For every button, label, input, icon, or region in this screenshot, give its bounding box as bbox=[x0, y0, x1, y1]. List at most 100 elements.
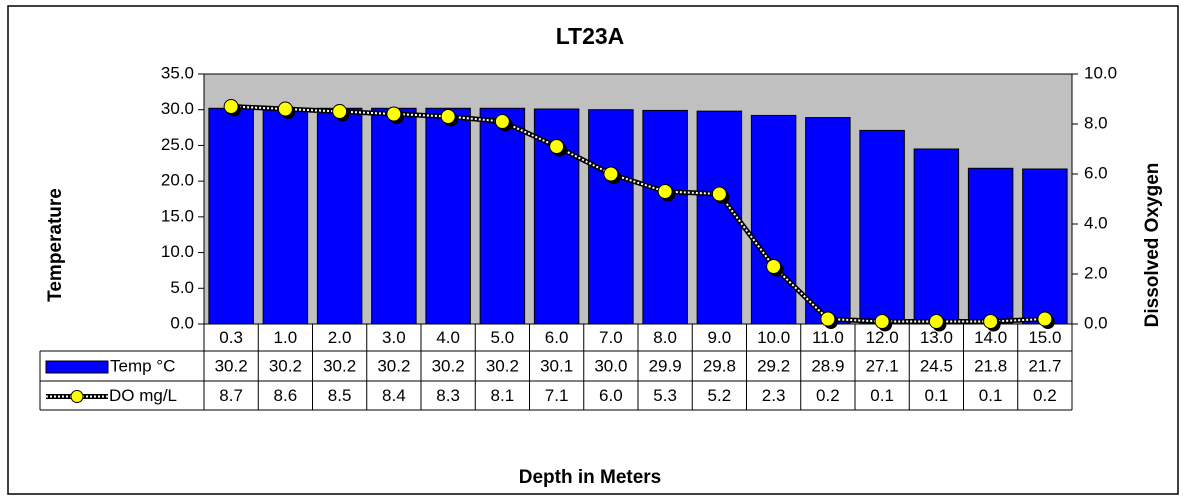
marker bbox=[874, 314, 890, 329]
bar bbox=[967, 167, 1014, 325]
y-tick-label: 25.0 bbox=[161, 135, 194, 154]
table-value: 0.1 bbox=[925, 386, 949, 405]
table-value: 8.7 bbox=[219, 386, 243, 405]
marker bbox=[494, 114, 510, 129]
legend-key bbox=[45, 360, 109, 374]
y2-tick-label: 10.0 bbox=[1084, 63, 1117, 82]
y-axis-label: Temperature bbox=[45, 188, 66, 302]
table-value: 5.2 bbox=[708, 386, 732, 405]
y2-tick-label: 6.0 bbox=[1084, 163, 1108, 182]
legend-label: DO mg/L bbox=[109, 386, 177, 405]
x-tick-label: 6.0 bbox=[545, 328, 569, 347]
y2-axis-label: Dissolved Oxygen bbox=[1142, 163, 1163, 328]
table-value: 21.8 bbox=[974, 356, 1007, 375]
y2-tick-label: 8.0 bbox=[1084, 113, 1108, 132]
table-value: 30.2 bbox=[323, 356, 356, 375]
y2-tick-label: 4.0 bbox=[1084, 213, 1108, 232]
marker bbox=[928, 314, 944, 329]
marker bbox=[711, 186, 727, 202]
x-tick-label: 13.0 bbox=[920, 328, 953, 347]
table-value: 28.9 bbox=[811, 356, 844, 375]
marker bbox=[766, 259, 782, 274]
table-value: 30.2 bbox=[269, 356, 302, 375]
table-value: 30.2 bbox=[215, 356, 248, 375]
y-tick-label: 0.0 bbox=[170, 313, 194, 332]
marker bbox=[603, 166, 619, 182]
x-tick-label: 15.0 bbox=[1028, 328, 1061, 347]
table-value: 30.0 bbox=[594, 356, 627, 375]
y2-tick-label: 2.0 bbox=[1084, 263, 1108, 282]
table-value: 29.9 bbox=[649, 356, 682, 375]
table-value: 0.2 bbox=[1033, 386, 1057, 405]
table-value: 0.1 bbox=[870, 386, 894, 405]
x-tick-label: 12.0 bbox=[866, 328, 899, 347]
y-tick-label: 20.0 bbox=[161, 171, 194, 190]
x-tick-label: 4.0 bbox=[436, 328, 460, 347]
marker bbox=[549, 139, 565, 154]
x-axis-label: Depth in Meters bbox=[519, 467, 662, 488]
marker bbox=[440, 109, 456, 124]
table-value: 27.1 bbox=[866, 356, 899, 375]
bar bbox=[805, 117, 851, 325]
y-tick-label: 35.0 bbox=[161, 63, 194, 82]
bar bbox=[208, 107, 254, 325]
table-value: 24.5 bbox=[920, 356, 953, 375]
table-value: 8.1 bbox=[491, 386, 515, 405]
bar bbox=[750, 114, 797, 325]
marker bbox=[386, 106, 402, 122]
x-tick-label: 0.3 bbox=[219, 328, 243, 347]
marker bbox=[277, 101, 293, 117]
marker bbox=[1037, 311, 1053, 327]
x-tick-label: 9.0 bbox=[708, 328, 732, 347]
y2-tick-label: 0.0 bbox=[1084, 313, 1108, 332]
x-tick-label: 14.0 bbox=[974, 328, 1007, 347]
bar bbox=[588, 109, 634, 325]
x-tick-label: 1.0 bbox=[274, 328, 298, 347]
table-value: 0.2 bbox=[816, 386, 840, 405]
table-value: 6.0 bbox=[599, 386, 623, 405]
table-value: 8.4 bbox=[382, 386, 406, 405]
table-value: 8.5 bbox=[328, 386, 352, 405]
x-tick-label: 7.0 bbox=[599, 328, 623, 347]
marker bbox=[223, 99, 239, 114]
table-value: 21.7 bbox=[1028, 356, 1061, 375]
marker bbox=[657, 184, 673, 199]
table-value: 2.3 bbox=[762, 386, 786, 405]
table-value: 30.2 bbox=[432, 356, 465, 375]
table-value: 7.1 bbox=[545, 386, 569, 405]
table-value: 8.6 bbox=[274, 386, 298, 405]
table-value: 8.3 bbox=[436, 386, 460, 405]
x-tick-label: 5.0 bbox=[491, 328, 515, 347]
x-tick-label: 10.0 bbox=[757, 328, 790, 347]
table-value: 30.2 bbox=[377, 356, 410, 375]
bar bbox=[913, 148, 960, 325]
y-tick-label: 15.0 bbox=[161, 206, 194, 225]
y-tick-label: 30.0 bbox=[161, 99, 194, 118]
chart-title: LT23A bbox=[556, 23, 625, 49]
legend-label: Temp °C bbox=[110, 356, 175, 375]
bar bbox=[479, 107, 526, 325]
table-value: 5.3 bbox=[653, 386, 677, 405]
bar bbox=[642, 109, 688, 325]
bar bbox=[262, 107, 309, 325]
x-tick-label: 3.0 bbox=[382, 328, 406, 347]
x-tick-label: 8.0 bbox=[653, 328, 677, 347]
table-value: 0.1 bbox=[979, 386, 1003, 405]
table-value: 29.2 bbox=[757, 356, 790, 375]
bar bbox=[1022, 168, 1068, 325]
legend-marker bbox=[70, 390, 84, 403]
x-tick-label: 2.0 bbox=[328, 328, 352, 347]
table-value: 30.2 bbox=[486, 356, 519, 375]
y-tick-label: 5.0 bbox=[170, 278, 194, 297]
marker bbox=[332, 104, 348, 119]
bar bbox=[425, 107, 471, 325]
table-value: 30.1 bbox=[540, 356, 573, 375]
bar bbox=[859, 129, 905, 325]
marker bbox=[983, 314, 999, 329]
bar bbox=[371, 107, 417, 325]
y-tick-label: 10.0 bbox=[161, 242, 194, 261]
line-dots bbox=[231, 105, 1045, 323]
x-tick-label: 11.0 bbox=[812, 328, 844, 347]
bar bbox=[316, 107, 363, 325]
